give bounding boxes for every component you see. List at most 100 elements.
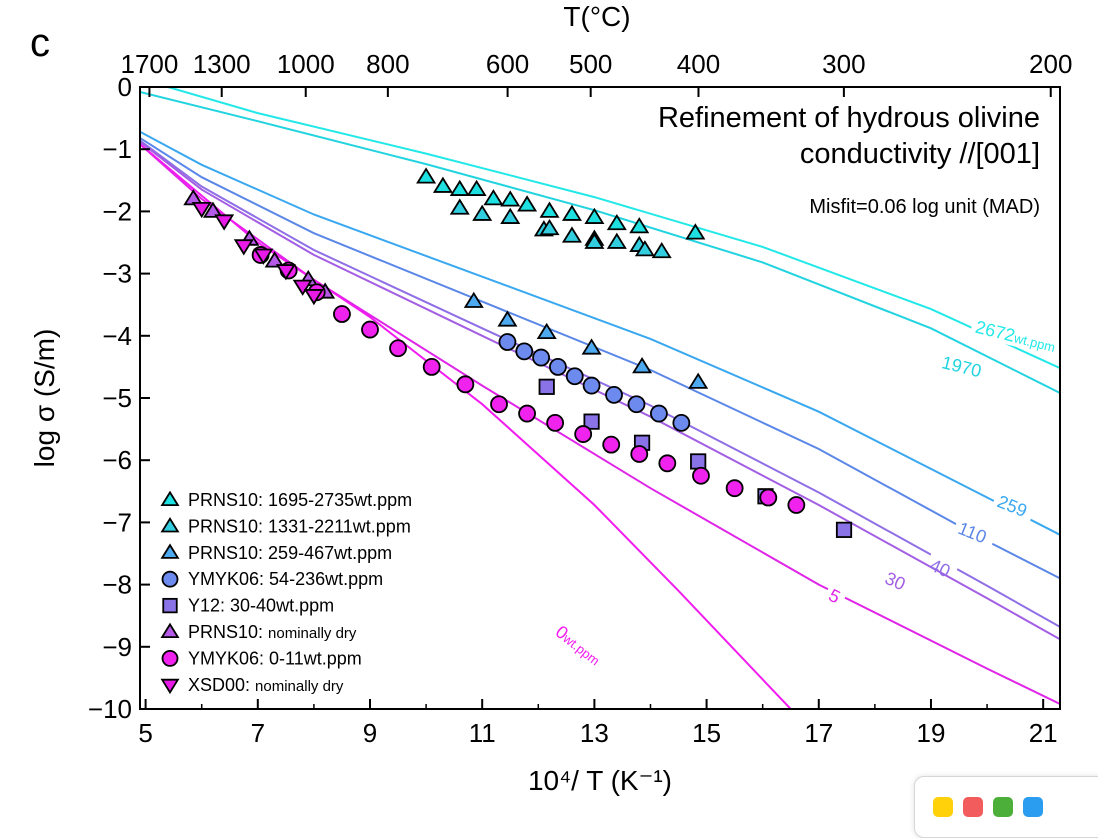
point-s0-0 bbox=[416, 167, 437, 184]
y-tick-label-4: −4 bbox=[102, 321, 132, 351]
curve-label-1970: 1970 bbox=[940, 352, 984, 381]
point-s3-3 bbox=[549, 357, 567, 376]
legend-marker-7 bbox=[160, 678, 180, 695]
curve-5 bbox=[140, 143, 1060, 705]
curve-label-value: 2672 bbox=[973, 317, 1017, 346]
point-s6-5 bbox=[389, 339, 407, 358]
curve-label-bg-110 bbox=[951, 514, 998, 551]
legend-entry-range: 30-40wt.ppm bbox=[230, 596, 334, 616]
point-s6-14 bbox=[658, 454, 677, 473]
point-s3-5 bbox=[582, 376, 601, 395]
point-s6-7 bbox=[456, 375, 475, 394]
point-s1-1 bbox=[472, 204, 493, 221]
point-s4-3 bbox=[690, 453, 707, 470]
y-tick-label-6: −6 bbox=[102, 445, 132, 475]
top-tick-label-1000: 1000 bbox=[277, 49, 335, 79]
point-s2-2 bbox=[536, 322, 557, 340]
point-s3-0 bbox=[498, 333, 517, 351]
point-s1-2 bbox=[500, 207, 521, 224]
top-tick-label-1300: 1300 bbox=[193, 49, 251, 79]
point-s6-15 bbox=[692, 466, 710, 485]
top-tick-label-600: 600 bbox=[486, 49, 529, 79]
y-tick-label-10: −10 bbox=[88, 694, 132, 724]
top-tick-label-300: 300 bbox=[822, 49, 865, 79]
point-s5-3 bbox=[264, 251, 285, 268]
top-tick-label-800: 800 bbox=[366, 49, 409, 79]
point-s1-10 bbox=[584, 232, 605, 249]
yellow-dot-icon[interactable] bbox=[933, 797, 953, 817]
legend-entry-0: PRNS10: 1695-2735wt.ppm bbox=[188, 490, 412, 510]
curve-0 bbox=[140, 143, 792, 709]
point-s1-4 bbox=[561, 226, 582, 243]
legend-marker-6 bbox=[161, 650, 179, 667]
y-axis-title: log σ (S/m) bbox=[29, 329, 60, 468]
x-tick-label-13: 13 bbox=[580, 718, 609, 748]
y-tick-label-5: −5 bbox=[102, 383, 132, 413]
curve-label-bg-1970 bbox=[935, 349, 992, 384]
point-s0-12 bbox=[685, 223, 706, 240]
point-s1-8 bbox=[651, 241, 672, 259]
point-s6-18 bbox=[787, 496, 806, 514]
point-s6-10 bbox=[546, 413, 565, 432]
legend-entry-name: PRNS10: bbox=[188, 622, 268, 642]
legend-marker-3 bbox=[161, 570, 179, 588]
x-axis-title: 10⁴/ T (K⁻¹) bbox=[528, 765, 672, 796]
curves bbox=[140, 87, 1060, 709]
legend-entry-name: YMYK06: bbox=[188, 648, 269, 668]
point-s1-0 bbox=[449, 198, 470, 215]
point-s7-0 bbox=[191, 201, 212, 219]
point-s0-6 bbox=[517, 195, 538, 212]
color-badge-widget[interactable] bbox=[914, 776, 1098, 838]
x-tick-label-11: 11 bbox=[469, 718, 496, 748]
legend-entry-6: YMYK06: 0-11wt.ppm bbox=[188, 648, 362, 668]
y-tick-label-0: 0 bbox=[118, 72, 132, 102]
point-s7-3 bbox=[253, 248, 274, 265]
legend-entry-name: Y12: bbox=[188, 596, 230, 616]
point-s3-7 bbox=[627, 395, 646, 414]
x-tick-label-21: 21 bbox=[1029, 718, 1058, 748]
legend-entry-range: 1331-2211wt.ppm bbox=[268, 516, 411, 536]
point-s3-8 bbox=[650, 404, 668, 423]
green-dot-icon[interactable] bbox=[993, 797, 1013, 817]
legend-marker-5 bbox=[160, 622, 180, 638]
point-s4-0 bbox=[538, 378, 555, 395]
curve-2672 bbox=[167, 87, 1060, 370]
legend-entry-range: nominally dry bbox=[268, 625, 357, 642]
point-s2-4 bbox=[632, 357, 653, 374]
point-s7-6 bbox=[303, 289, 324, 306]
point-s6-17 bbox=[759, 488, 778, 507]
top-tick-label-400: 400 bbox=[677, 49, 720, 79]
curve-label-bg-5 bbox=[821, 581, 849, 610]
point-s4-5 bbox=[835, 521, 853, 538]
data-points bbox=[183, 167, 853, 538]
y-tick-label-2: −2 bbox=[102, 196, 132, 226]
point-s1-9 bbox=[634, 240, 655, 257]
point-s6-16 bbox=[725, 479, 744, 498]
point-s7-1 bbox=[214, 214, 235, 231]
top-tick-label-200: 200 bbox=[1029, 49, 1072, 79]
y-tick-label-3: −3 bbox=[102, 259, 132, 289]
point-s3-1 bbox=[515, 342, 534, 361]
point-s3-6 bbox=[605, 385, 623, 404]
curve-label-bg-259 bbox=[990, 488, 1038, 524]
legend-entry-3: YMYK06: 54-236wt.ppm bbox=[188, 569, 383, 589]
point-s2-0 bbox=[463, 291, 484, 308]
x-tick-label-7: 7 bbox=[251, 718, 265, 748]
legend-entry-name: YMYK06: bbox=[188, 569, 269, 589]
point-s6-6 bbox=[422, 357, 441, 376]
point-s6-12 bbox=[602, 435, 621, 454]
point-s6-11 bbox=[574, 425, 593, 443]
point-s7-4 bbox=[275, 264, 296, 281]
red-dot-icon[interactable] bbox=[963, 797, 983, 817]
point-s2-3 bbox=[581, 338, 602, 355]
point-s0-10 bbox=[606, 213, 627, 231]
x-tick-label-17: 17 bbox=[804, 718, 833, 748]
point-s6-4 bbox=[361, 320, 379, 339]
y-tick-label-7: −7 bbox=[102, 507, 132, 537]
legend-entry-2: PRNS10: 259-467wt.ppm bbox=[188, 543, 392, 563]
top-axis-label: T(°C) bbox=[563, 1, 630, 32]
blue-dot-icon[interactable] bbox=[1023, 797, 1043, 817]
point-s5-1 bbox=[202, 201, 223, 218]
point-s2-1 bbox=[497, 310, 518, 327]
